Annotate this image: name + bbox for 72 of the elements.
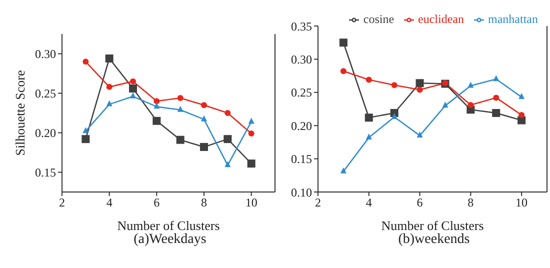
point: [82, 135, 90, 144]
y-axis-title: Silhouette Score: [12, 70, 28, 156]
point: [493, 94, 500, 101]
point: [391, 112, 398, 119]
point: [200, 142, 208, 151]
point: [82, 58, 89, 65]
point: [177, 106, 184, 112]
legend-label: manhattan: [488, 12, 538, 26]
point: [493, 75, 500, 82]
x-tick-label: 6: [416, 196, 423, 210]
point: [154, 102, 160, 109]
point: [364, 114, 373, 122]
y-tick-label: 0.25: [35, 86, 56, 101]
point: [518, 112, 525, 118]
x-tick-label: 4: [366, 196, 372, 210]
point: [152, 116, 161, 125]
point: [340, 167, 346, 174]
x-tick-label: 2: [59, 196, 65, 210]
point: [468, 82, 474, 88]
point: [106, 100, 112, 106]
x-tick-label: 6: [154, 196, 160, 210]
point: [366, 76, 372, 83]
y-tick-label: 0.30: [291, 52, 312, 66]
point: [106, 84, 112, 90]
legend-label: cosine: [363, 12, 394, 26]
point: [177, 94, 184, 101]
point: [224, 161, 231, 168]
point: [224, 110, 231, 116]
x-axis-title: Number of Clusters: [381, 218, 484, 233]
point: [82, 127, 89, 134]
point: [154, 98, 160, 104]
text: (a)Weekdays: [132, 232, 208, 248]
point: [247, 160, 256, 168]
point: [129, 84, 137, 93]
point: [518, 93, 525, 100]
point: [442, 102, 448, 108]
point: [130, 78, 136, 84]
x-axis-title: Number of Clusters: [117, 218, 220, 233]
x-tick-label: 10: [516, 196, 528, 210]
point: [340, 68, 346, 74]
y-tick-label: 0.20: [291, 118, 312, 133]
point: [339, 38, 348, 47]
point: [416, 86, 423, 93]
point: [248, 130, 254, 137]
point: [416, 79, 424, 88]
y-tick-label: 0.25: [291, 86, 312, 100]
text: (b)weekends: [397, 232, 471, 248]
x-tick-label: 4: [106, 196, 112, 210]
x-tick-label: 2: [315, 196, 321, 210]
x-tick-label: 10: [245, 196, 258, 210]
point: [224, 135, 232, 144]
point: [518, 116, 526, 124]
point: [468, 102, 474, 108]
x-tick-label: 8: [468, 196, 474, 210]
point: [248, 118, 254, 124]
y-tick-label: 0.35: [291, 19, 312, 34]
point: [201, 102, 207, 108]
point: [130, 92, 136, 98]
point: [105, 54, 114, 62]
y-tick-label: 0.15: [291, 152, 312, 166]
point: [492, 108, 500, 117]
y-tick-label: 0.20: [35, 126, 56, 140]
legend-label: euclidean: [418, 12, 464, 26]
point: [201, 115, 207, 122]
x-tick-label: 8: [201, 196, 207, 210]
point: [366, 134, 372, 140]
point: [416, 132, 423, 138]
y-tick-label: 0.15: [35, 166, 56, 180]
point: [391, 82, 398, 88]
y-tick-label: 0.30: [35, 47, 56, 62]
y-tick-label: 0.10: [291, 185, 312, 200]
point: [176, 136, 184, 144]
